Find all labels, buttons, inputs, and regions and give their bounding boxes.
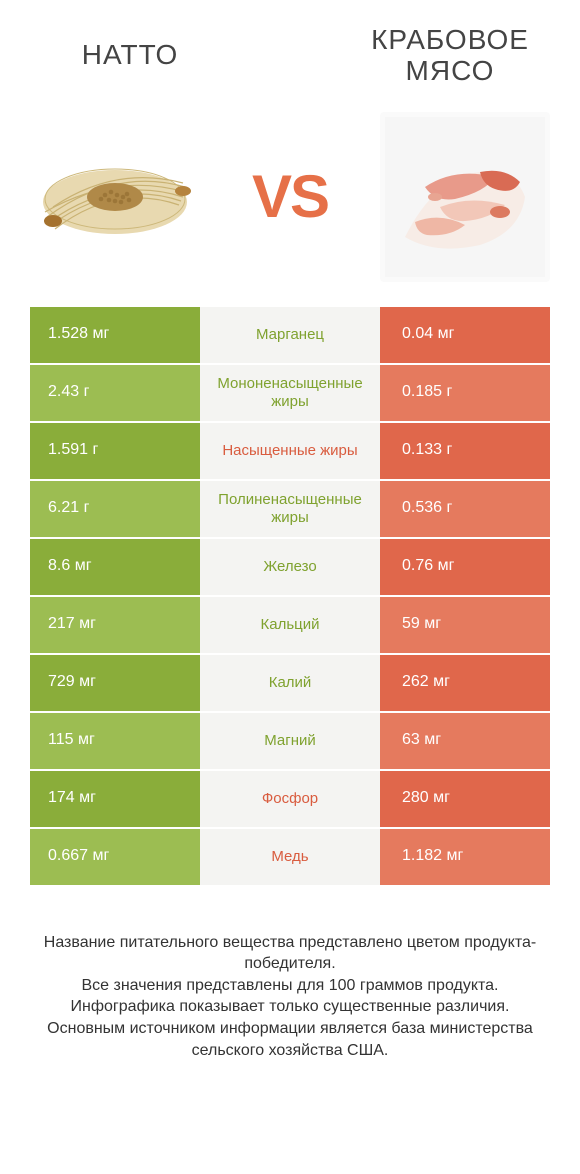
value-left: 217 мг <box>30 597 200 653</box>
nutrient-label: Марганец <box>200 307 380 363</box>
value-right: 0.76 мг <box>380 539 550 595</box>
footer-note: Название питательного вещества представл… <box>0 887 580 1062</box>
value-left: 1.591 г <box>30 423 200 479</box>
table-row: 1.591 гНасыщенные жиры0.133 г <box>30 423 550 479</box>
nutrient-label: Калий <box>200 655 380 711</box>
value-left: 6.21 г <box>30 481 200 537</box>
table-row: 0.667 мгМедь1.182 мг <box>30 829 550 885</box>
value-left: 8.6 мг <box>30 539 200 595</box>
table-row: 6.21 гПолиненасыщенные жиры0.536 г <box>30 481 550 537</box>
table-row: 2.43 гМононенасыщенные жиры0.185 г <box>30 365 550 421</box>
nutrient-label: Полиненасыщенные жиры <box>200 481 380 537</box>
images-row: VS <box>0 97 580 307</box>
header: НАТТО КРАБОВОЕ МЯСО <box>0 0 580 97</box>
nutrient-label: Железо <box>200 539 380 595</box>
footer-text: Название питательного вещества представл… <box>44 934 536 1059</box>
table-row: 1.528 мгМарганец0.04 мг <box>30 307 550 363</box>
nutrient-label: Фосфор <box>200 771 380 827</box>
nutrient-label: Кальций <box>200 597 380 653</box>
table-row: 115 мгМагний63 мг <box>30 713 550 769</box>
value-right: 280 мг <box>380 771 550 827</box>
title-right: КРАБОВОЕ МЯСО <box>350 25 550 87</box>
table-row: 174 мгФосфор280 мг <box>30 771 550 827</box>
vs-label: VS <box>252 162 328 231</box>
value-right: 0.133 г <box>380 423 550 479</box>
crab-image <box>380 112 550 282</box>
value-left: 1.528 мг <box>30 307 200 363</box>
value-left: 174 мг <box>30 771 200 827</box>
value-left: 0.667 мг <box>30 829 200 885</box>
nutrient-label: Насыщенные жиры <box>200 423 380 479</box>
nutrient-label: Мононенасыщенные жиры <box>200 365 380 421</box>
value-right: 63 мг <box>380 713 550 769</box>
comparison-table: 1.528 мгМарганец0.04 мг2.43 гМононенасыщ… <box>0 307 580 885</box>
value-right: 0.536 г <box>380 481 550 537</box>
value-left: 729 мг <box>30 655 200 711</box>
natto-image <box>30 112 200 282</box>
value-right: 262 мг <box>380 655 550 711</box>
value-right: 1.182 мг <box>380 829 550 885</box>
table-row: 729 мгКалий262 мг <box>30 655 550 711</box>
value-right: 59 мг <box>380 597 550 653</box>
nutrient-label: Медь <box>200 829 380 885</box>
value-left: 2.43 г <box>30 365 200 421</box>
value-right: 0.185 г <box>380 365 550 421</box>
nutrient-label: Магний <box>200 713 380 769</box>
value-left: 115 мг <box>30 713 200 769</box>
table-row: 8.6 мгЖелезо0.76 мг <box>30 539 550 595</box>
table-row: 217 мгКальций59 мг <box>30 597 550 653</box>
title-left: НАТТО <box>30 40 230 71</box>
value-right: 0.04 мг <box>380 307 550 363</box>
